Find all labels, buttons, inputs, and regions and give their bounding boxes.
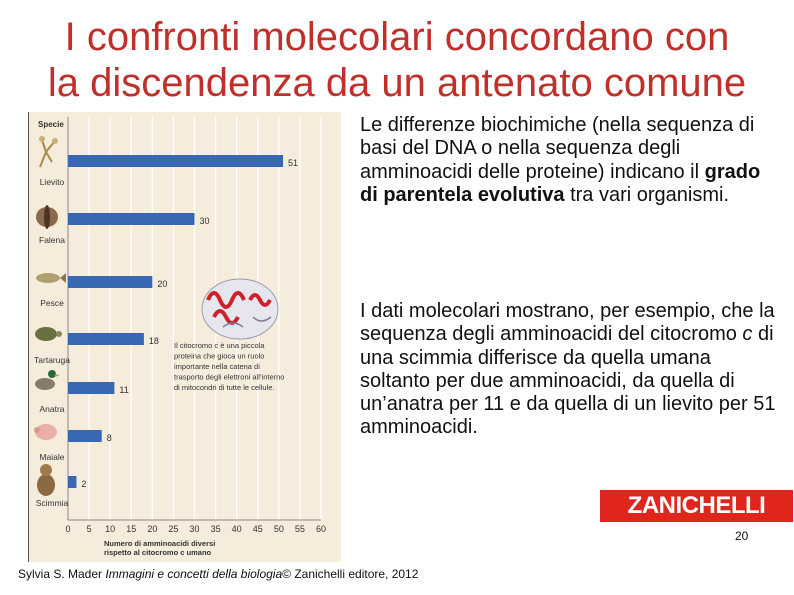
paragraph-2: I dati molecolari mostrano, per esempio,… — [360, 300, 780, 440]
bar-value-label: 20 — [157, 279, 167, 289]
x-tick-label: 60 — [316, 524, 326, 534]
x-axis-label-line-2: rispetto al citocromo c umano — [104, 548, 212, 557]
cytochrome-protein-icon — [201, 278, 279, 340]
bar-falena — [68, 213, 195, 225]
x-tick-label: 35 — [211, 524, 221, 534]
category-label: Tartaruga — [34, 355, 70, 365]
credit-title: Immagini e concetti della biologia — [105, 567, 283, 581]
category-label: Maiale — [39, 452, 64, 462]
x-tick-label: 25 — [168, 524, 178, 534]
paragraph-2-text-b: di una scimmia differisce da quella uman… — [360, 323, 776, 439]
paragraph-1-bold: grado di parentela evolutiva — [360, 160, 761, 206]
annotation-line: Il citocromo c è una piccola — [174, 341, 265, 350]
x-tick-label: 20 — [147, 524, 157, 534]
credit-rest: © Zanichelli editore, 2012 — [282, 567, 419, 581]
x-tick-label: 30 — [189, 524, 199, 534]
category-label: Scimmia — [36, 498, 69, 508]
bar-scimmia — [68, 476, 77, 488]
paragraph-2-italic: c — [742, 323, 753, 346]
moth-icon — [36, 205, 58, 229]
x-tick-label: 50 — [274, 524, 284, 534]
bar-pesce — [68, 276, 153, 288]
page-number: 20 — [735, 529, 749, 543]
yeast-icon — [39, 136, 58, 168]
bar-lievito — [68, 155, 284, 167]
category-label: Pesce — [40, 298, 64, 308]
x-tick-label: 15 — [126, 524, 136, 534]
category-label: Lievito — [40, 177, 65, 187]
x-tick-label: 40 — [232, 524, 242, 534]
turtle-icon — [35, 327, 62, 341]
bar-value-label: 2 — [81, 479, 86, 489]
bar-value-label: 30 — [200, 216, 210, 226]
x-tick-label: 5 — [87, 524, 92, 534]
slide-title: I confronti molecolari concordano con la… — [0, 14, 794, 106]
title-line-1: I confronti molecolari concordano con — [64, 15, 730, 59]
category-label: Falena — [39, 235, 65, 245]
bar-tartaruga — [68, 333, 144, 345]
bar-value-label: 18 — [149, 336, 159, 346]
bar-value-label: 11 — [119, 385, 128, 395]
zanichelli-logo: ZANICHELLI — [600, 490, 793, 522]
monkey-icon — [37, 464, 55, 496]
pig-icon — [34, 424, 57, 440]
x-tick-label: 55 — [295, 524, 305, 534]
x-axis-label-line-1: Numero di amminoacidi diversi — [104, 539, 215, 548]
category-label: Anatra — [39, 404, 64, 414]
paragraph-1: Le differenze biochimiche (nella sequenz… — [360, 114, 780, 207]
x-tick-label: 0 — [65, 524, 70, 534]
panel-edge — [28, 112, 29, 562]
duck-icon — [35, 370, 60, 390]
fish-icon — [36, 273, 66, 283]
x-tick-label: 45 — [253, 524, 263, 534]
title-line-2: la discendenza da un antenato comune — [47, 61, 747, 105]
chart-title: Specie — [38, 120, 64, 129]
paragraph-1-text-a: Le differenze biochimiche (nella sequenz… — [360, 114, 755, 183]
bar-value-label: 8 — [107, 433, 112, 443]
annotation-line: importante nella catena di — [174, 362, 260, 371]
paragraph-2-text-a: I dati molecolari mostrano, per esempio,… — [360, 300, 775, 346]
bar-maiale — [68, 430, 102, 442]
bar-value-label: 51 — [288, 158, 298, 168]
annotation-line: trasporto degli elettroni all’interno — [174, 373, 284, 382]
credit-line: Sylvia S. Mader Immagini e concetti dell… — [18, 567, 418, 581]
annotation-line: di mitocondri di tutte le cellule. — [174, 383, 274, 392]
bar-anatra — [68, 382, 115, 394]
paragraph-1-text-b: tra vari organismi. — [564, 183, 730, 206]
annotation-line: proteina che gioca un ruolo — [174, 352, 264, 361]
credit-author: Sylvia S. Mader — [18, 567, 106, 581]
cytochrome-chart: 0 5 10 15 20 25 30 35 40 45 50 55 60 Numero di ammino… — [34, 117, 326, 557]
x-tick-label: 10 — [105, 524, 115, 534]
